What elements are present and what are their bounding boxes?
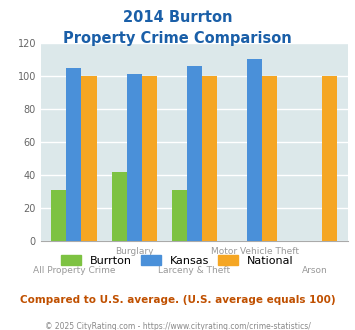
Bar (127, 74, 142, 241)
Bar (142, 76, 157, 241)
Text: Compared to U.S. average. (U.S. average equals 100): Compared to U.S. average. (U.S. average … (20, 295, 335, 305)
Bar (51, 190, 66, 241)
Text: All Property Crime: All Property Crime (33, 266, 115, 275)
Bar (187, 66, 202, 241)
Text: Larceny & Theft: Larceny & Theft (158, 266, 230, 275)
Bar (202, 76, 217, 241)
Bar (322, 76, 337, 241)
Text: © 2025 CityRating.com - https://www.cityrating.com/crime-statistics/: © 2025 CityRating.com - https://www.city… (45, 322, 310, 330)
Text: Arson: Arson (302, 266, 328, 275)
Text: 2014 Burrton: 2014 Burrton (123, 10, 232, 25)
Bar (66, 68, 81, 241)
Legend: Burrton, Kansas, National: Burrton, Kansas, National (57, 250, 298, 270)
Bar (81, 76, 97, 241)
Bar (247, 59, 262, 241)
Text: Motor Vehicle Theft: Motor Vehicle Theft (211, 248, 299, 256)
Bar (262, 76, 277, 241)
Text: Burglary: Burglary (115, 248, 153, 256)
Bar (172, 190, 187, 241)
Bar (111, 172, 127, 241)
Text: Property Crime Comparison: Property Crime Comparison (63, 31, 292, 46)
